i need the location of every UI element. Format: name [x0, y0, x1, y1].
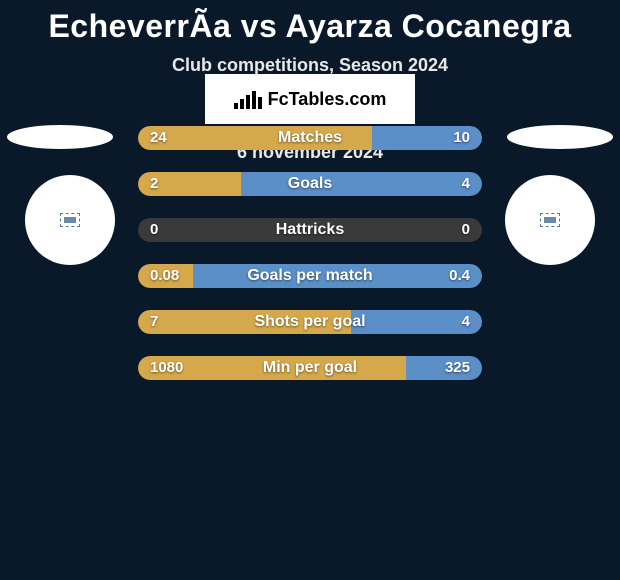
bar-row: 00Hattricks [138, 218, 482, 242]
bar-label: Goals [138, 172, 482, 196]
bar-label: Matches [138, 126, 482, 150]
bar-row: 0.080.4Goals per match [138, 264, 482, 288]
player-left-avatar [25, 175, 115, 265]
player-right-avatar [505, 175, 595, 265]
bar-label: Goals per match [138, 264, 482, 288]
bar-row: 1080325Min per goal [138, 356, 482, 380]
placeholder-image-icon [540, 213, 560, 227]
page-title: EcheverrÃ­a vs Ayarza Cocanegra [0, 0, 620, 45]
bar-row: 2410Matches [138, 126, 482, 150]
brand-text: FcTables.com [268, 89, 387, 110]
subtitle: Club competitions, Season 2024 [0, 55, 620, 76]
brand-bars-icon [234, 89, 262, 109]
brand-box: FcTables.com [205, 74, 415, 124]
bar-label: Min per goal [138, 356, 482, 380]
bar-label: Hattricks [138, 218, 482, 242]
player-right-flag-ellipse [507, 125, 613, 149]
bar-row: 24Goals [138, 172, 482, 196]
comparison-bars: 2410Matches 24Goals 00Hattricks 0.080.4Goal… [138, 126, 482, 402]
bar-label: Shots per goal [138, 310, 482, 334]
placeholder-image-icon [60, 213, 80, 227]
bar-row: 74Shots per goal [138, 310, 482, 334]
player-left-flag-ellipse [7, 125, 113, 149]
